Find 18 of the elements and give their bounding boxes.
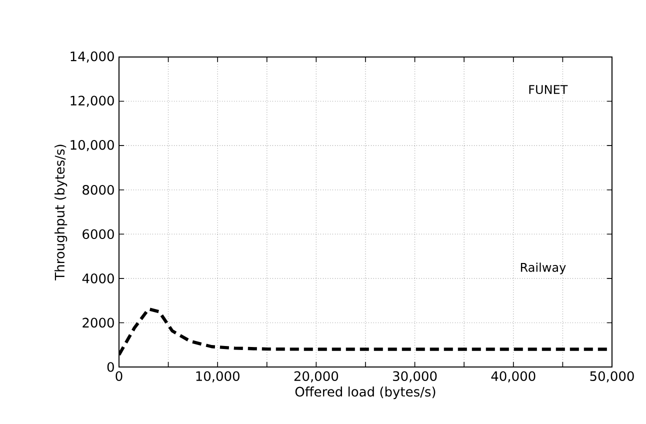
y-tick-label: 6000	[82, 229, 114, 240]
annotation: Railway	[520, 262, 566, 274]
y-tick-label: 10,000	[70, 140, 114, 152]
y-tick-label: 14,000	[70, 51, 114, 63]
y-tick-label: 12,000	[70, 96, 114, 107]
y-tick-label: 4000	[82, 274, 114, 284]
y-tick-label: 2000	[82, 318, 114, 328]
x-tick-label: 0	[116, 371, 122, 382]
y-tick-label: 8000	[82, 184, 114, 195]
x-tick-label: 10,000	[196, 371, 240, 382]
y-tick-label: 0	[107, 362, 114, 372]
x-tick-label: 40,000	[491, 371, 536, 382]
x-tick-label: 20,000	[294, 371, 338, 382]
x-tick-label: 50,000	[590, 371, 634, 382]
annotation: FUNET	[529, 85, 568, 94]
x-axis-title: Offered load (bytes/s)	[295, 386, 436, 400]
x-tick-label: 30,000	[393, 371, 437, 382]
y-axis-title: Throughput (bytes/s)	[54, 144, 68, 280]
